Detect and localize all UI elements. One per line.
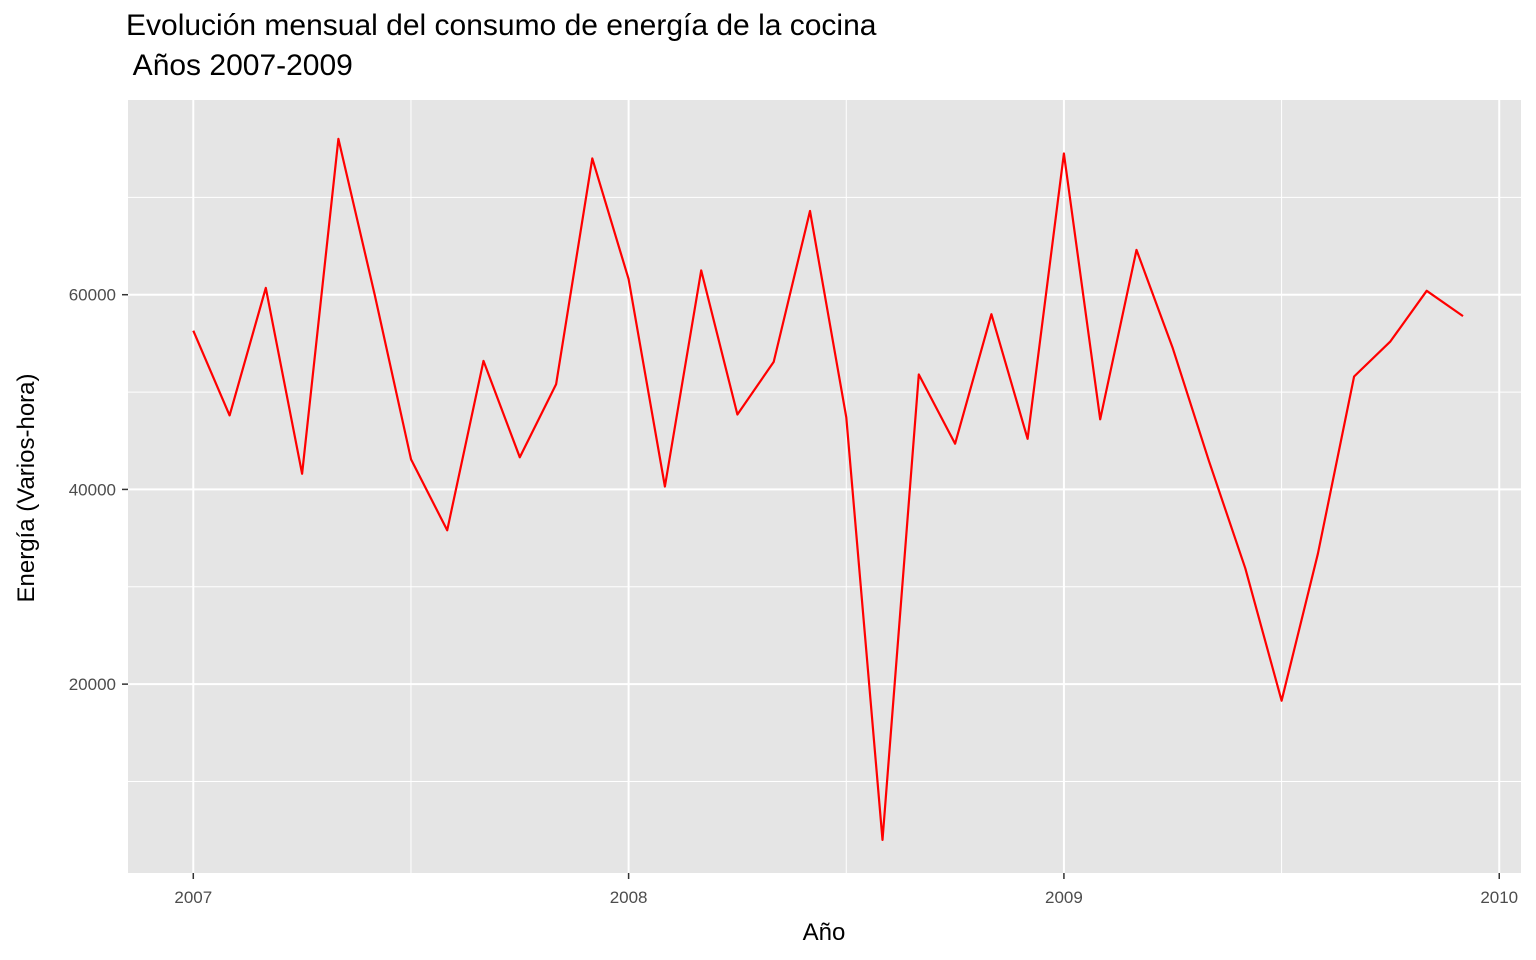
energy-series-line (192, 137, 1464, 841)
plot-panel (128, 100, 1521, 873)
x-tick-label: 2009 (1045, 888, 1083, 907)
chart-title: Evolución mensual del consumo de energía… (126, 9, 877, 42)
y-tick-label: 40000 (69, 480, 116, 499)
x-tick-label: 2010 (1480, 888, 1518, 907)
x-tick-label: 2008 (610, 888, 648, 907)
y-tick-label: 20000 (69, 675, 116, 694)
x-axis-title: Año (803, 919, 846, 946)
minor-gridlines (128, 100, 1521, 873)
x-axis-ticks: 2007 2008 2009 2010 (174, 873, 1518, 907)
y-tick-label: 60000 (69, 286, 116, 305)
y-axis-ticks: 20000 40000 60000 (69, 286, 128, 694)
x-tick-label: 2007 (174, 888, 212, 907)
chart-subtitle: Años 2007-2009 (126, 49, 353, 82)
y-axis-title: Energía (Varios-hora) (13, 374, 40, 603)
